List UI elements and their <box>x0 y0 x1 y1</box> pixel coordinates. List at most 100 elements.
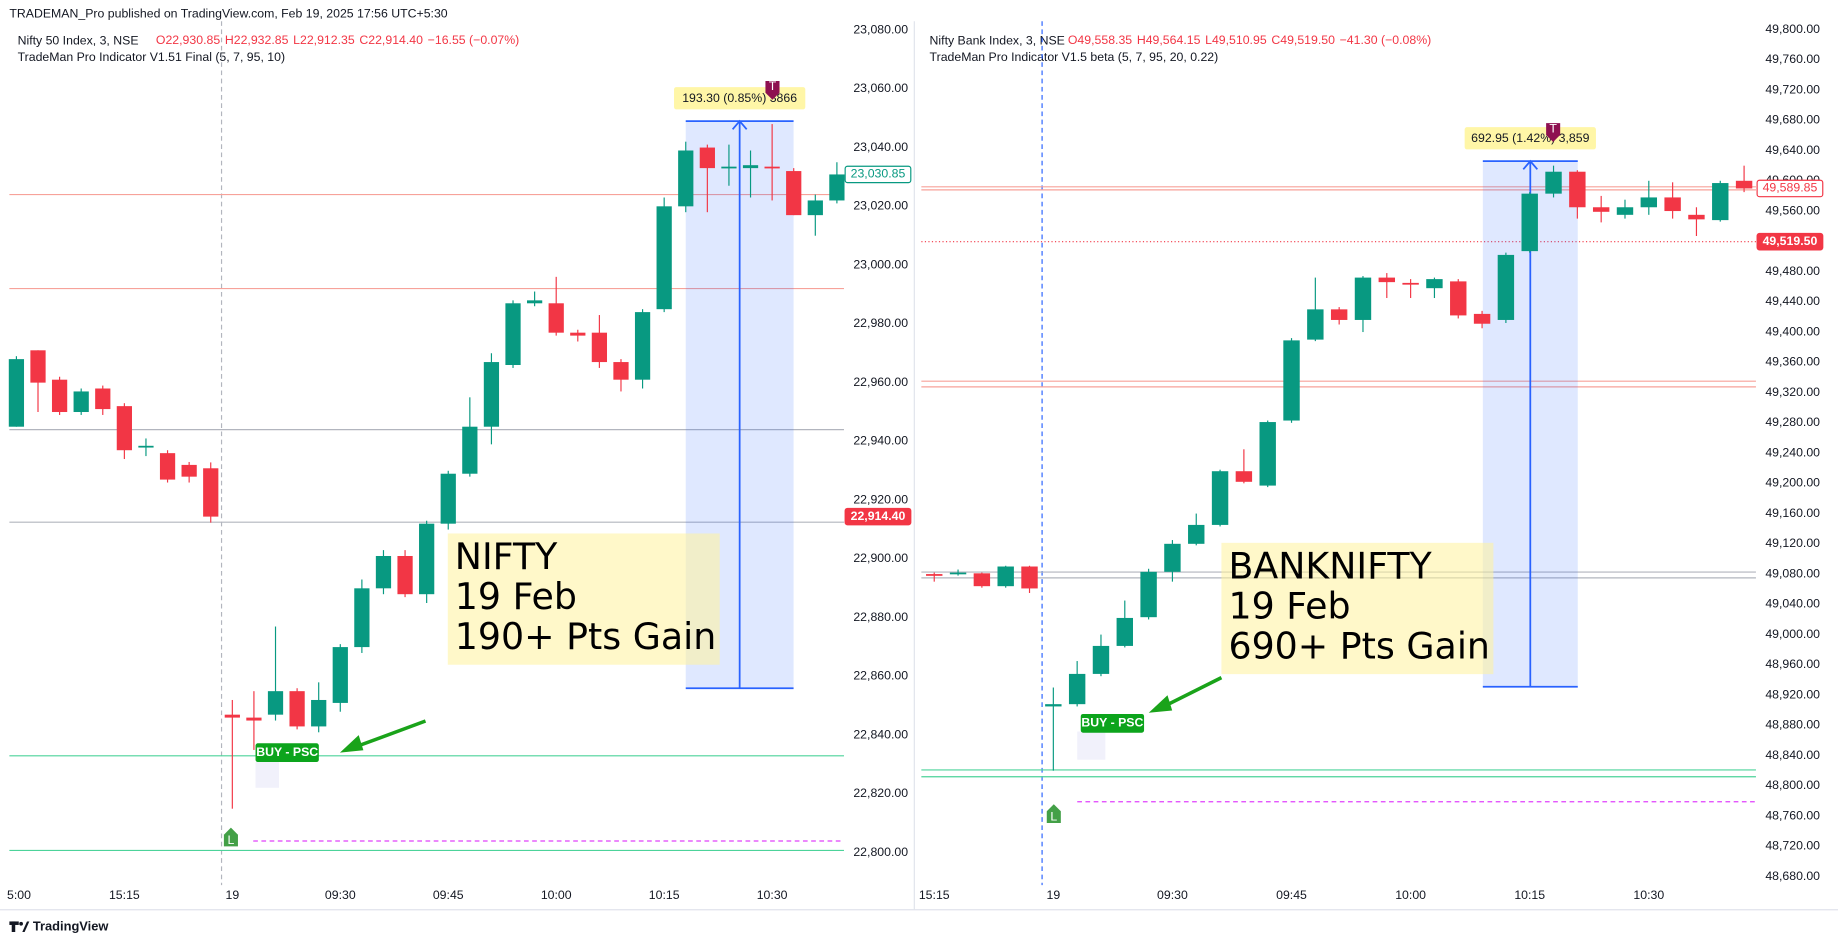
y-tick-label: 22,940.00 <box>853 434 908 448</box>
y-tick-label: 22,980.00 <box>853 316 908 330</box>
y-tick-label: 49,080.00 <box>1765 566 1820 580</box>
ohlc-value: C22,914.40 <box>359 33 423 47</box>
signal-bg <box>1080 713 1145 733</box>
y-tick-label: 22,900.00 <box>853 551 908 565</box>
x-tick-label: 10:30 <box>1633 888 1664 902</box>
x-tick-label: 10:00 <box>541 888 572 902</box>
y-tick-label: 22,800.00 <box>853 845 908 859</box>
candle-body <box>440 473 456 524</box>
candle-body <box>8 359 25 427</box>
candle-body <box>1068 673 1086 705</box>
signal-bg <box>255 743 319 763</box>
candle-body <box>1426 279 1443 289</box>
annotation-line: 190+ Pts Gain <box>455 615 716 658</box>
ohlc-value: L49,510.95 <box>1205 33 1267 47</box>
annotation-line: NIFTY <box>455 535 558 578</box>
price-label-box <box>1756 179 1824 198</box>
candle-body <box>973 573 991 587</box>
ohlc-legend: O22,930.85 H22,932.85 L22,912.35 C22,914.40… <box>156 33 519 47</box>
y-tick-label: 49,760.00 <box>1765 52 1820 66</box>
y-tick-label: 23,040.00 <box>853 140 908 154</box>
candle-body <box>699 147 715 169</box>
candle-body <box>462 426 478 474</box>
candle-body <box>311 699 327 727</box>
candle-body <box>1473 313 1491 324</box>
y-tick-label: 49,560.00 <box>1765 203 1820 217</box>
candle-body <box>505 303 521 365</box>
candle-body <box>1545 171 1562 194</box>
price-label: 23,030.85 <box>851 167 906 181</box>
ohlc-value: O22,930.85 <box>156 33 220 47</box>
x-tick-label: 10:30 <box>757 888 788 902</box>
candle-body <box>786 171 802 216</box>
candle-body <box>138 445 154 448</box>
candle-body <box>354 588 370 648</box>
candle-body <box>267 691 284 715</box>
y-tick-label: 49,640.00 <box>1765 143 1820 157</box>
candle-body <box>1283 340 1300 421</box>
candle-body <box>375 555 392 589</box>
candle-body <box>570 332 586 336</box>
y-tick-label: 48,800.00 <box>1765 778 1820 792</box>
x-tick-label: 10:00 <box>1395 888 1426 902</box>
candle-body <box>1235 471 1253 482</box>
candle-body <box>764 166 780 169</box>
x-tick-label: 10:15 <box>649 888 680 902</box>
ohlc-value: H49,564.15 <box>1137 33 1201 47</box>
y-tick-label: 49,320.00 <box>1765 385 1820 399</box>
candle-body <box>1092 645 1110 674</box>
x-tick-label: 10:15 <box>1514 888 1545 902</box>
candle-body <box>678 150 694 207</box>
candle-body <box>1259 422 1276 486</box>
candle-body <box>1402 282 1419 285</box>
candle-body <box>159 453 176 480</box>
candle-body <box>526 300 543 304</box>
price-label: 49,519.50 <box>1763 234 1818 248</box>
candle-body <box>51 379 68 413</box>
signal-arrowhead <box>1148 695 1173 713</box>
long-marker-text: L <box>1050 809 1057 823</box>
candle-body <box>30 350 46 383</box>
candle-body <box>1330 309 1348 320</box>
candle-body <box>807 200 823 216</box>
y-tick-label: 48,760.00 <box>1765 808 1820 822</box>
candle-body <box>1378 277 1396 283</box>
candle-body <box>742 165 759 169</box>
y-tick-label: 22,860.00 <box>853 669 908 683</box>
footer-brand: TradingView <box>33 919 110 934</box>
long-marker <box>223 827 238 847</box>
candle-body <box>224 714 240 718</box>
range-arrowhead <box>1522 159 1538 170</box>
candle-body <box>1045 704 1062 707</box>
candle-body <box>246 717 262 721</box>
y-tick-label: 49,200.00 <box>1765 476 1820 490</box>
signal-arrow <box>348 719 427 751</box>
candle-body <box>1211 471 1229 525</box>
candle-body <box>116 406 132 451</box>
y-tick-label: 48,880.00 <box>1765 718 1820 732</box>
target-marker <box>1546 123 1561 142</box>
x-tick-label: 09:30 <box>1157 888 1188 902</box>
y-tick-label: 49,240.00 <box>1765 445 1820 459</box>
indicator-name: TradeMan Pro Indicator V1.51 Final (5, 7… <box>18 50 285 64</box>
candle-body <box>1688 214 1705 220</box>
candle-body <box>332 647 348 703</box>
lavender-zone <box>255 762 279 788</box>
y-tick-label: 23,060.00 <box>853 81 908 95</box>
annotation-box <box>1221 542 1494 675</box>
y-tick-label: 48,920.00 <box>1765 687 1820 701</box>
y-tick-label: 49,400.00 <box>1765 324 1820 338</box>
y-tick-label: 49,680.00 <box>1765 113 1820 127</box>
x-tick-label: 19 <box>1046 888 1060 902</box>
candle-body <box>721 166 737 169</box>
y-tick-label: 23,020.00 <box>853 199 908 213</box>
candle-body <box>656 206 672 310</box>
y-tick-label: 22,840.00 <box>853 727 908 741</box>
target-marker <box>765 80 780 100</box>
price-label-box <box>844 507 912 526</box>
ohlc-value: L22,912.35 <box>293 33 355 47</box>
candle-body <box>1712 183 1729 221</box>
candle-body <box>1307 309 1324 340</box>
y-tick-label: 49,440.00 <box>1765 294 1820 308</box>
